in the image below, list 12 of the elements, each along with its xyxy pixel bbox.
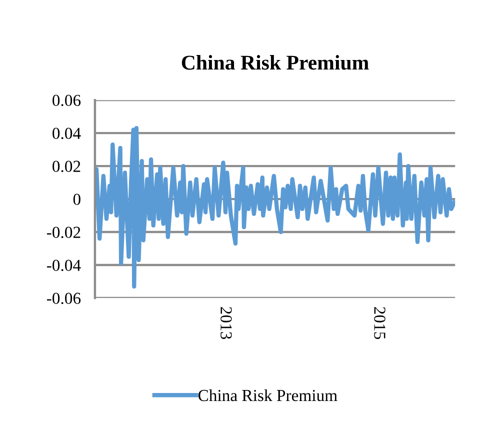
y-tick-label: -0.06: [46, 292, 81, 304]
y-tick-label: 0: [73, 194, 80, 205]
x-tick-label: 2013: [220, 307, 232, 340]
x-tick-label: 2015: [374, 307, 386, 340]
line-series: [94, 126, 456, 289]
chart-title: China Risk Premium: [182, 55, 369, 70]
y-tick-label: -0.02: [46, 226, 80, 238]
y-tick-label: 0.06: [52, 94, 81, 106]
y-tick-label: -0.04: [46, 260, 81, 272]
y-tick-label: 0.04: [52, 128, 81, 140]
y-tick-label: 0.02: [52, 160, 80, 172]
legend-label: China Risk Premium: [198, 389, 338, 402]
